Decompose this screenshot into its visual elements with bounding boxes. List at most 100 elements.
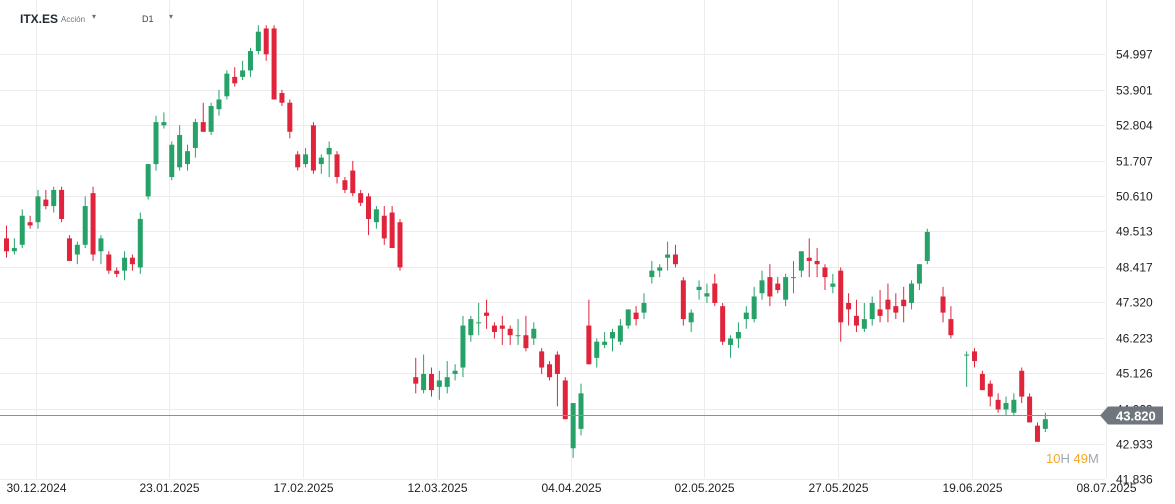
candle-body bbox=[240, 70, 246, 77]
candle-bearish bbox=[114, 267, 120, 278]
candle-bullish bbox=[625, 309, 631, 329]
candle-body bbox=[161, 122, 167, 126]
candle-bearish bbox=[806, 238, 812, 278]
candle-bearish bbox=[877, 290, 883, 323]
candle-body bbox=[436, 380, 442, 387]
candle-body bbox=[318, 157, 324, 165]
candle-bullish bbox=[688, 309, 694, 332]
candle-bullish bbox=[468, 315, 474, 342]
candle-body bbox=[806, 257, 812, 261]
candle-body bbox=[460, 325, 466, 368]
symbol-dropdown-icon[interactable]: ▾ bbox=[92, 12, 97, 21]
candle-bearish bbox=[310, 122, 316, 174]
date-tick-label: 08.07.2025 bbox=[1076, 481, 1136, 495]
candle-bullish bbox=[641, 293, 647, 320]
price-tick-label: 42.933 bbox=[1116, 438, 1153, 452]
countdown-minutes: 49 bbox=[1073, 451, 1088, 466]
candle-bearish bbox=[232, 67, 238, 87]
candle-body bbox=[1019, 370, 1025, 397]
candle-body bbox=[531, 328, 537, 339]
candle-bearish bbox=[885, 283, 891, 323]
candle-countdown: 10H 49M bbox=[1046, 451, 1099, 466]
candle-body bbox=[334, 154, 340, 177]
candle-bearish bbox=[366, 193, 372, 236]
candle-bullish bbox=[798, 251, 804, 278]
candle-body bbox=[82, 206, 88, 245]
candle-body bbox=[507, 328, 513, 336]
candle-bearish bbox=[491, 322, 497, 339]
candle-body bbox=[271, 28, 277, 100]
candle-bearish bbox=[586, 299, 592, 365]
price-tick-label: 54.997 bbox=[1116, 48, 1153, 62]
candle-body bbox=[114, 270, 120, 274]
candle-bearish bbox=[4, 225, 9, 258]
candle-bullish bbox=[35, 189, 41, 229]
symbol-label[interactable]: ITX.ES bbox=[20, 12, 59, 26]
date-tick-label: 30.12.2024 bbox=[6, 481, 66, 495]
candle-bullish bbox=[421, 354, 427, 394]
price-tick-label: 52.804 bbox=[1116, 119, 1153, 133]
candle-bearish bbox=[1019, 367, 1025, 404]
candle-bullish bbox=[531, 322, 537, 345]
timeframe-dropdown-icon[interactable]: ▾ bbox=[169, 12, 174, 21]
candle-body bbox=[885, 299, 891, 310]
candle-body bbox=[743, 312, 749, 320]
candle-bullish bbox=[578, 383, 584, 436]
candle-bullish bbox=[11, 238, 17, 255]
candle-bearish bbox=[979, 370, 985, 391]
candle-bullish bbox=[161, 112, 167, 129]
candle-bullish bbox=[869, 296, 875, 326]
countdown-hours: 10 bbox=[1046, 451, 1061, 466]
candle-body bbox=[232, 76, 238, 84]
candle-bullish bbox=[594, 338, 600, 368]
candle-body bbox=[562, 380, 568, 420]
candle-bullish bbox=[476, 302, 482, 336]
candle-bearish bbox=[397, 218, 403, 271]
candle-body bbox=[342, 180, 348, 190]
timeframe-label[interactable]: D1 bbox=[142, 14, 154, 24]
candle-bearish bbox=[775, 277, 781, 294]
candle-bullish bbox=[98, 235, 104, 265]
candle-body bbox=[515, 335, 521, 337]
candle-body bbox=[153, 122, 159, 165]
candle-body bbox=[224, 73, 230, 97]
candle-bearish bbox=[1034, 422, 1040, 442]
candle-body bbox=[641, 302, 647, 313]
candle-body bbox=[43, 199, 49, 207]
current-price: 43.820 bbox=[0, 406, 1163, 425]
candle-bullish bbox=[255, 25, 261, 55]
candle-body bbox=[728, 338, 734, 345]
candle-body bbox=[35, 196, 41, 223]
candle-body bbox=[547, 364, 553, 378]
candle-body bbox=[129, 257, 135, 265]
candle-bullish bbox=[145, 164, 151, 200]
candle-body bbox=[798, 251, 804, 271]
candle-bearish bbox=[633, 306, 639, 326]
time-axis[interactable]: 30.12.2024 23.01.2025 17.02.2025 12.03.2025… bbox=[6, 481, 1136, 495]
countdown-minutes-unit: M bbox=[1087, 451, 1099, 466]
price-tick-label: 47.320 bbox=[1116, 296, 1153, 310]
candle-body bbox=[1042, 419, 1048, 429]
candle-body bbox=[964, 354, 970, 356]
candle-body bbox=[861, 319, 867, 329]
candle-body bbox=[381, 215, 387, 239]
candle-bearish bbox=[499, 315, 505, 345]
candle-body bbox=[672, 254, 678, 265]
candle-bullish bbox=[743, 306, 749, 329]
candle-body bbox=[468, 319, 474, 336]
candle-body bbox=[255, 31, 261, 52]
candle-body bbox=[712, 283, 718, 303]
candle-body bbox=[122, 257, 128, 271]
candle-body bbox=[1011, 399, 1017, 413]
candle-bullish bbox=[208, 102, 214, 136]
candle-body bbox=[350, 170, 356, 194]
candle-bullish bbox=[735, 322, 741, 349]
candle-body bbox=[397, 222, 403, 268]
candle-bullish bbox=[122, 251, 128, 281]
candle-body bbox=[979, 373, 985, 391]
candle-body bbox=[484, 312, 490, 316]
date-tick-label: 27.05.2025 bbox=[808, 481, 868, 495]
candle-bearish bbox=[279, 89, 285, 106]
candle-bullish bbox=[153, 115, 159, 171]
